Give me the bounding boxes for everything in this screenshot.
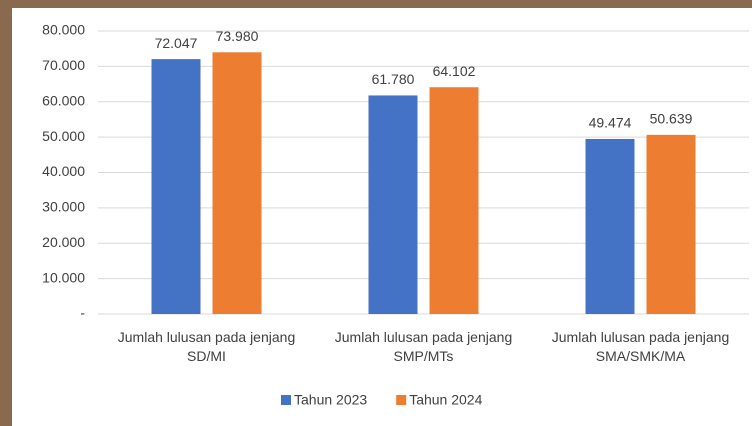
x-tick-label: Jumlah lulusan pada jenjang SMP/MTs [317, 328, 531, 366]
value-label: 61.780 [372, 71, 415, 87]
value-label: 73.980 [216, 28, 259, 44]
y-tick-label: 80.000 [42, 22, 85, 38]
y-tick-label: 40.000 [42, 163, 85, 179]
bar [430, 87, 479, 314]
legend-label: Tahun 2023 [294, 392, 367, 408]
legend-label: Tahun 2024 [409, 392, 482, 408]
y-tick-label: 20.000 [42, 234, 85, 250]
y-tick-label: 60.000 [42, 92, 85, 108]
bar [647, 135, 696, 314]
value-label: 64.102 [433, 63, 476, 79]
value-label: 49.474 [589, 115, 632, 131]
value-label: 50.639 [650, 111, 693, 127]
y-tick-label: - [80, 305, 85, 321]
page: - 10.000 20.000 30.000 40.000 50.000 60.000 70.… [0, 0, 752, 426]
legend-swatch [281, 395, 291, 405]
bar [152, 59, 201, 314]
y-tick-label: 50.000 [42, 128, 85, 144]
y-tick-label: 70.000 [42, 57, 85, 73]
value-label: 72.047 [155, 35, 198, 51]
bar [369, 95, 418, 314]
bar [586, 139, 635, 314]
legend-swatch [396, 395, 406, 405]
bar [213, 52, 262, 314]
y-tick-label: 10.000 [42, 269, 85, 285]
y-tick-label: 30.000 [42, 199, 85, 215]
x-tick-label: Jumlah lulusan pada jenjang SD/MI [100, 328, 314, 366]
x-tick-label: Jumlah lulusan pada jenjang SMA/SMK/MA [534, 328, 748, 366]
